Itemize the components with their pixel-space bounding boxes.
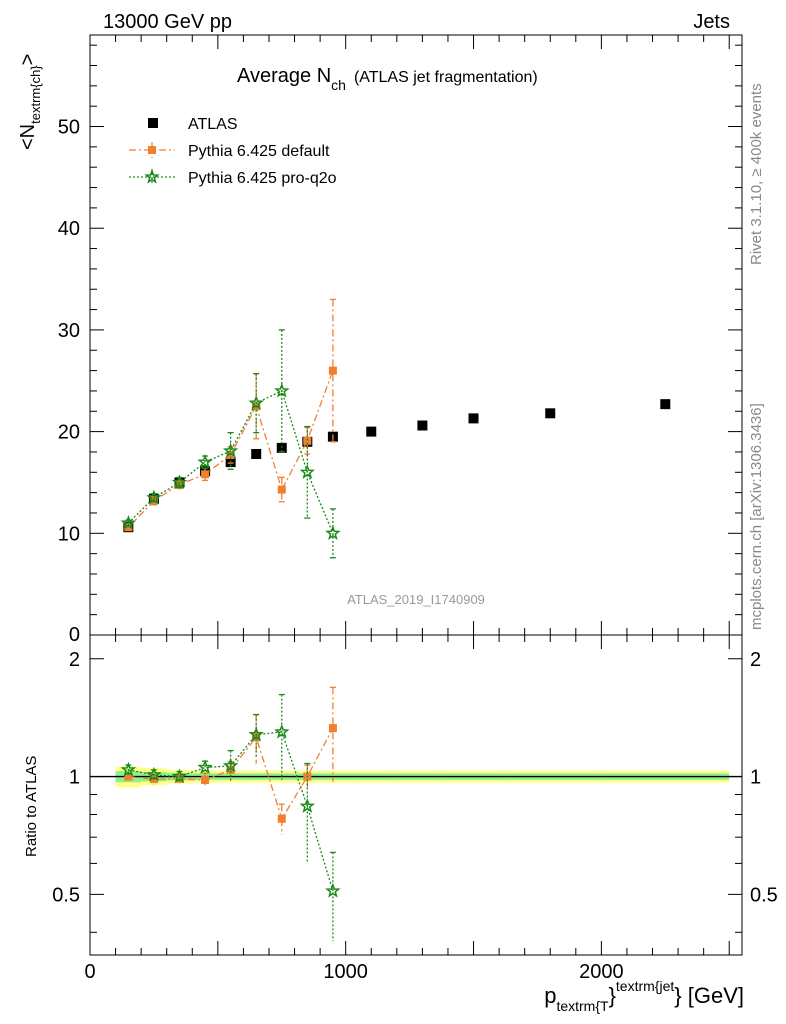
proq2o-ratio-point (222, 757, 239, 773)
title-sub: ch (331, 77, 346, 93)
proq2o-point (120, 514, 137, 530)
y-tick-label: 0 (69, 624, 80, 646)
main-panel: 10 20 30 40 50 0 Average Nch (ATLAS jet fragme… (58, 34, 743, 646)
ratio-tick-label: 1 (69, 767, 80, 789)
atlas-point (545, 408, 556, 419)
default-point (277, 485, 286, 494)
proq2o-ratio-point (299, 797, 316, 813)
ratio-tick-label: 2 (69, 649, 80, 671)
legend-proq2o-marker (144, 168, 160, 184)
proq2o-ratio-point (197, 759, 213, 775)
proq2o-ratio-point (171, 768, 188, 784)
default-point (226, 451, 235, 459)
ratio-panel: 0 1000 2000 0.5 0.5 1 1 2 2 (52, 634, 778, 983)
main-data (120, 298, 671, 559)
proq2o-point (248, 394, 264, 410)
default-point (201, 470, 210, 479)
atlas-point (251, 448, 262, 459)
atlas-point (366, 426, 377, 437)
x-tick-label: 0 (84, 961, 95, 983)
proq2o-ratio-point (120, 761, 137, 777)
ratio-tick-label: 0.5 (52, 884, 80, 906)
proq2o-point (171, 474, 188, 490)
default-ratio-point (277, 814, 286, 823)
default-ratio-point (201, 775, 210, 784)
main-ticks: 10 20 30 40 50 0 (58, 35, 742, 646)
ratio-data (120, 686, 341, 942)
rivet-label: Rivet 3.1.10, ≥ 400k events (748, 83, 765, 265)
ratio-frame (89, 634, 743, 956)
proq2o-ratio-point (274, 723, 290, 739)
atlas-point (468, 413, 479, 424)
proq2o-point (222, 442, 239, 458)
y-label-sub: textrm{ch} (28, 65, 43, 124)
atlas-point (660, 399, 671, 410)
x-label-pre: p (544, 983, 556, 1008)
legend-proq2o-label: Pythia 6.425 pro-q2o (188, 170, 337, 187)
title-main: Average N (237, 65, 331, 87)
proq2o-ratio-point (146, 766, 162, 782)
x-tick-label: 1000 (323, 961, 368, 983)
legend: ATLAS Pythia 6.425 default Pythia 6.425 … (129, 116, 337, 187)
atlas-point (417, 420, 428, 431)
title-suffix: (ATLAS jet fragmentation) (354, 69, 538, 86)
x-label-sub: textrm{T (556, 998, 609, 1014)
proq2o-point (299, 464, 315, 479)
legend-atlas-marker (148, 118, 158, 128)
y-tick-label: 40 (58, 218, 80, 240)
proq2o-point (325, 525, 341, 540)
ratio-band (90, 766, 742, 788)
legend-default-marker (148, 146, 156, 154)
series-line (127, 389, 334, 534)
x-label-post: } [GeV] (674, 983, 744, 1008)
ratio-series-line (128, 731, 334, 892)
mcplots-label: mcplots.cern.ch [arXiv:1306.3436] (748, 403, 765, 630)
header-right: Jets (693, 11, 730, 33)
y-label-pre: <N (17, 124, 39, 150)
y-label-post: > (17, 54, 39, 66)
legend-default-label: Pythia 6.425 default (188, 143, 330, 160)
y-tick-label: 10 (58, 523, 80, 545)
x-label-sup: textrm{jet (616, 978, 674, 994)
y-tick-label: 30 (58, 320, 80, 342)
ratio-series-line (128, 727, 334, 821)
default-point (124, 523, 133, 532)
y-tick-label: 50 (58, 117, 80, 139)
proq2o-ratio-point (325, 882, 341, 898)
y-axis-label-main: <Ntextrm{ch}> (17, 54, 43, 150)
default-point (303, 436, 312, 445)
proq2o-point (274, 382, 290, 398)
proq2o-point (146, 489, 162, 505)
plot-title: Average Nch (ATLAS jet fragmentation) (237, 65, 538, 93)
x-tick-label: 2000 (579, 961, 624, 983)
default-ratio-point (124, 772, 133, 781)
default-ratio-point (328, 724, 337, 733)
ratio-tick-label-right: 2 (750, 649, 761, 671)
header-left: 13000 GeV pp (103, 11, 232, 33)
proq2o-ratio-point (248, 726, 264, 742)
y-tick-label: 20 (58, 422, 80, 444)
default-point (328, 366, 337, 375)
ratio-ticks: 0 1000 2000 0.5 0.5 1 1 2 2 (52, 635, 778, 983)
x-axis-label: ptextrm{T}textrm{jet} [GeV] (544, 978, 744, 1014)
ratio-tick-label-right: 1 (750, 767, 761, 789)
legend-atlas-label: ATLAS (188, 116, 238, 133)
x-label-mid: } (609, 983, 616, 1008)
proq2o-point (197, 453, 213, 469)
default-ratio-point (226, 765, 235, 774)
ratio-tick-label-right: 0.5 (750, 884, 778, 906)
y-axis-label-ratio: Ratio to ATLAS (23, 756, 40, 857)
analysis-watermark: ATLAS_2019_I1740909 (347, 592, 485, 607)
